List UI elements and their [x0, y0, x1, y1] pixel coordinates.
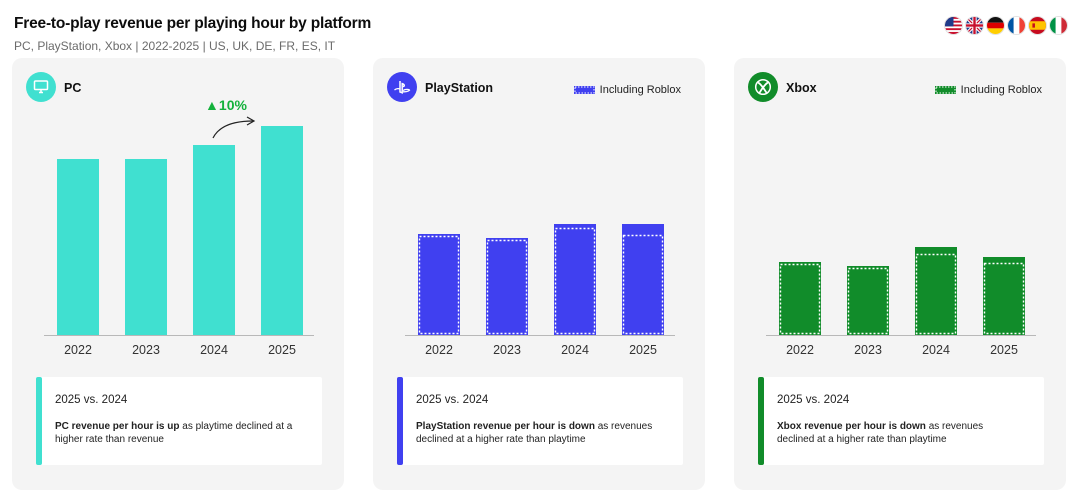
x-tick-label: 2022	[786, 343, 814, 357]
insight-heading: 2025 vs. 2024	[777, 394, 850, 406]
insight-card: 2025 vs. 2024 PC revenue per hour is up …	[36, 377, 322, 465]
x-tick-label: 2025	[629, 343, 657, 357]
insight-rest: as playtime declined at a higher rate th…	[55, 421, 293, 445]
bar-2022-incl-roblox	[418, 234, 460, 335]
x-tick-label: 2024	[922, 343, 950, 357]
bar-2025-incl-roblox	[983, 257, 1025, 335]
insight-heading: 2025 vs. 2024	[416, 394, 489, 406]
insight-emphasis: PC revenue per hour is up	[55, 421, 180, 432]
x-tick-label: 2023	[493, 343, 521, 357]
chart-legend: Including Roblox	[934, 84, 1042, 96]
bar-2024	[193, 145, 235, 335]
insight-rest: as revenues declined at a higher rate th…	[777, 421, 984, 445]
legend-label: Including Roblox	[960, 84, 1042, 96]
bar-2023	[125, 159, 167, 335]
france-flag-icon	[1007, 16, 1026, 35]
insight-card: 2025 vs. 2024 PlayStation revenue per ho…	[397, 377, 683, 465]
xbox-logo-icon	[748, 72, 778, 102]
insight-text: Xbox revenue per hour is down as revenue…	[777, 420, 1022, 446]
x-tick-label: 2024	[200, 343, 228, 357]
bar-2023-incl-roblox	[486, 238, 528, 335]
growth-annotation: ▲10%	[205, 97, 247, 113]
italy-flag-icon	[1049, 16, 1068, 35]
platform-name: PC	[64, 81, 82, 95]
playstation-panel: PlayStation Including Roblox 2022 2023 202…	[373, 58, 705, 490]
playstation-bar-chart: 2022 2023 2024 2025	[405, 224, 675, 357]
page-subtitle: PC, PlayStation, Xbox | 2022-2025 | US, …	[14, 39, 336, 53]
pc-panel: PC 2022 2023 2024 2025 ▲10% 2025 vs. 2024 P…	[12, 58, 344, 490]
bar-2024-excl-roblox	[915, 253, 957, 335]
bar-2022-excl-roblox	[779, 263, 821, 335]
bar-2024-incl-roblox	[554, 224, 596, 335]
monitor-icon	[26, 72, 56, 102]
bar-2022	[57, 159, 99, 335]
bar-2023-excl-roblox	[486, 239, 528, 335]
x-tick-label: 2023	[132, 343, 160, 357]
x-tick-label: 2025	[990, 343, 1018, 357]
germany-flag-icon	[986, 16, 1005, 35]
x-tick-label: 2023	[854, 343, 882, 357]
insight-text: PlayStation revenue per hour is down as …	[416, 420, 661, 446]
page-title: Free-to-play revenue per playing hour by…	[14, 15, 372, 32]
insight-accent	[397, 377, 403, 465]
spain-flag-icon	[1028, 16, 1047, 35]
bar-2025-incl-roblox	[622, 224, 664, 335]
bar-2023-incl-roblox	[847, 266, 889, 335]
bar-2022-incl-roblox	[779, 262, 821, 335]
pc-bar-chart: 2022 2023 2024 2025 ▲10%	[44, 97, 314, 357]
insight-accent	[758, 377, 764, 465]
insight-emphasis: Xbox revenue per hour is down	[777, 421, 926, 432]
bar-2025-excl-roblox	[622, 234, 664, 335]
growth-arrow	[212, 120, 254, 139]
country-flags	[944, 16, 1068, 35]
x-tick-label: 2025	[268, 343, 296, 357]
uk-flag-icon	[965, 16, 984, 35]
insight-text: PC revenue per hour is up as playtime de…	[55, 420, 300, 446]
bar-2025-excl-roblox	[983, 262, 1025, 335]
growth-arrow-head	[246, 116, 256, 126]
insight-heading: 2025 vs. 2024	[55, 394, 128, 406]
xbox-bar-chart: 2022 2023 2024 2025	[766, 247, 1036, 357]
insight-emphasis: PlayStation revenue per hour is down	[416, 421, 595, 432]
bar-2025	[261, 126, 303, 335]
insight-rest: as revenues declined at a higher rate th…	[416, 421, 653, 445]
chart-legend: Including Roblox	[573, 84, 681, 96]
xbox-panel: Xbox Including Roblox 2022 2023 2024 2025 2…	[734, 58, 1066, 490]
platform-name: Xbox	[786, 81, 817, 95]
x-tick-label: 2024	[561, 343, 589, 357]
playstation-logo-icon	[387, 72, 417, 102]
x-tick-label: 2022	[425, 343, 453, 357]
x-tick-label: 2022	[64, 343, 92, 357]
insight-accent	[36, 377, 42, 465]
us-flag-icon	[944, 16, 963, 35]
bar-2024-incl-roblox	[915, 247, 957, 335]
legend-label: Including Roblox	[599, 84, 681, 96]
platform-name: PlayStation	[425, 81, 494, 95]
legend-swatch	[934, 86, 956, 94]
legend-swatch	[573, 86, 595, 94]
insight-card: 2025 vs. 2024 Xbox revenue per hour is d…	[758, 377, 1044, 465]
